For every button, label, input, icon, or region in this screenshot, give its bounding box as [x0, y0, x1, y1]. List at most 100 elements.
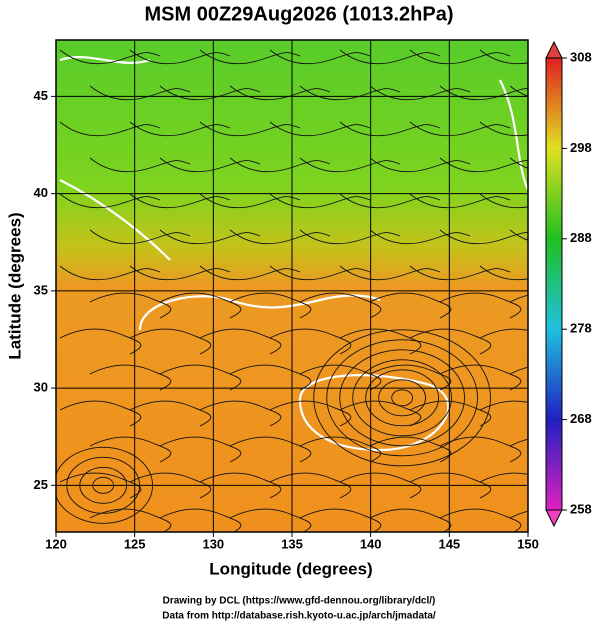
y-tick-label: 40: [34, 185, 48, 200]
x-tick-label: 135: [281, 536, 303, 551]
streamline: [409, 49, 511, 65]
streamline: [479, 472, 528, 483]
streamline: [439, 508, 522, 532]
streamline: [229, 157, 331, 173]
colorbar-tick-label: 288: [570, 230, 592, 245]
streamline: [129, 400, 212, 427]
streamline: [299, 157, 401, 173]
y-tick-label: 30: [34, 380, 48, 395]
streamline: [299, 292, 382, 319]
x-tick-label: 145: [438, 536, 460, 551]
colorbar-max-arrow: [545, 40, 563, 59]
streamline: [229, 229, 331, 245]
x-tick-label: 130: [202, 536, 224, 551]
streamline: [159, 364, 242, 391]
streamline: [369, 364, 452, 391]
x-tick-label: 140: [360, 536, 382, 551]
streamline: [509, 85, 528, 97]
streamline: [339, 265, 441, 281]
colorbar-tick-label: 298: [570, 140, 592, 155]
colorbar-tick-label: 258: [570, 501, 592, 516]
streamline: [439, 157, 528, 173]
y-tick-label: 35: [34, 282, 48, 297]
streamline: [439, 292, 522, 319]
streamline: [59, 49, 161, 65]
colorbar-axis: 258 268 278 288 298 308: [562, 49, 592, 516]
streamline: [479, 265, 528, 281]
streamline: [439, 436, 522, 463]
streamline: [479, 193, 528, 209]
vortex: [391, 389, 413, 407]
streamline: [269, 49, 371, 65]
streamline: [339, 193, 441, 209]
streamline: [89, 292, 172, 319]
streamline: [269, 265, 371, 281]
streamline: [59, 328, 142, 355]
y-tick-label: 25: [34, 477, 48, 492]
contour: [298, 374, 450, 452]
vortex: [326, 339, 478, 457]
streamline: [269, 400, 352, 427]
streamline: [369, 292, 452, 319]
streamline: [339, 328, 422, 355]
streamline: [409, 121, 511, 137]
streamline: [479, 400, 528, 411]
streamline: [159, 229, 261, 245]
streamline: [59, 121, 161, 137]
streamline: [229, 292, 312, 319]
streamline: [89, 508, 172, 532]
axes: 120 125 130 135 140 145 150 25 30 35 40 45: [34, 40, 539, 551]
y-axis-label: Latitude (degrees): [5, 212, 24, 359]
streamline: [409, 400, 492, 427]
streamline: [129, 49, 231, 65]
streamline: [369, 229, 471, 245]
streamline: [509, 229, 528, 241]
streamline: [229, 508, 312, 532]
streamline: [129, 472, 212, 499]
streamline: [509, 510, 528, 519]
streamline: [339, 49, 441, 65]
credit: Data from http://database.rish.kyoto-u.a…: [162, 611, 436, 622]
streamline: [159, 157, 261, 173]
streamline: [509, 438, 528, 447]
streamline: [409, 472, 492, 499]
x-axis-label: Longitude (degrees): [209, 559, 372, 578]
x-tick-label: 125: [124, 536, 146, 551]
streamline: [299, 436, 382, 463]
colorbar-tick-label: 308: [570, 49, 592, 64]
vortex: [313, 329, 491, 467]
streamline: [439, 229, 528, 245]
streamline: [59, 400, 142, 427]
streamline: [129, 121, 231, 137]
streamline: [479, 328, 528, 339]
streamline: [159, 436, 242, 463]
colorbar-tick-label: 278: [570, 321, 592, 336]
streamline: [59, 265, 161, 281]
streamline: [369, 508, 452, 532]
streamline: [409, 265, 511, 281]
streamline: [479, 121, 528, 137]
streamline: [299, 229, 401, 245]
streamline: [369, 157, 471, 173]
vortex: [365, 369, 439, 427]
y-tick-label: 45: [34, 88, 48, 103]
streamline: [409, 193, 511, 209]
streamline: [339, 472, 422, 499]
streamline: [89, 157, 191, 173]
streamline: [129, 193, 231, 209]
title: MSM 00Z29Aug2026 (1013.2hPa): [144, 3, 453, 25]
streamline: [89, 436, 172, 463]
credit: Drawing by DCL (https://www.gfd-dennou.o…: [163, 596, 436, 607]
streamline: [159, 292, 242, 319]
streamline: [89, 229, 191, 245]
streamline: [409, 328, 492, 355]
streamline: [439, 364, 522, 391]
streamline: [509, 157, 528, 169]
colorbar: [545, 57, 563, 511]
streamline: [479, 49, 528, 65]
streamline: [59, 193, 161, 209]
streamline: [129, 265, 231, 281]
contour: [59, 56, 528, 261]
x-tick-label: 120: [45, 536, 67, 551]
